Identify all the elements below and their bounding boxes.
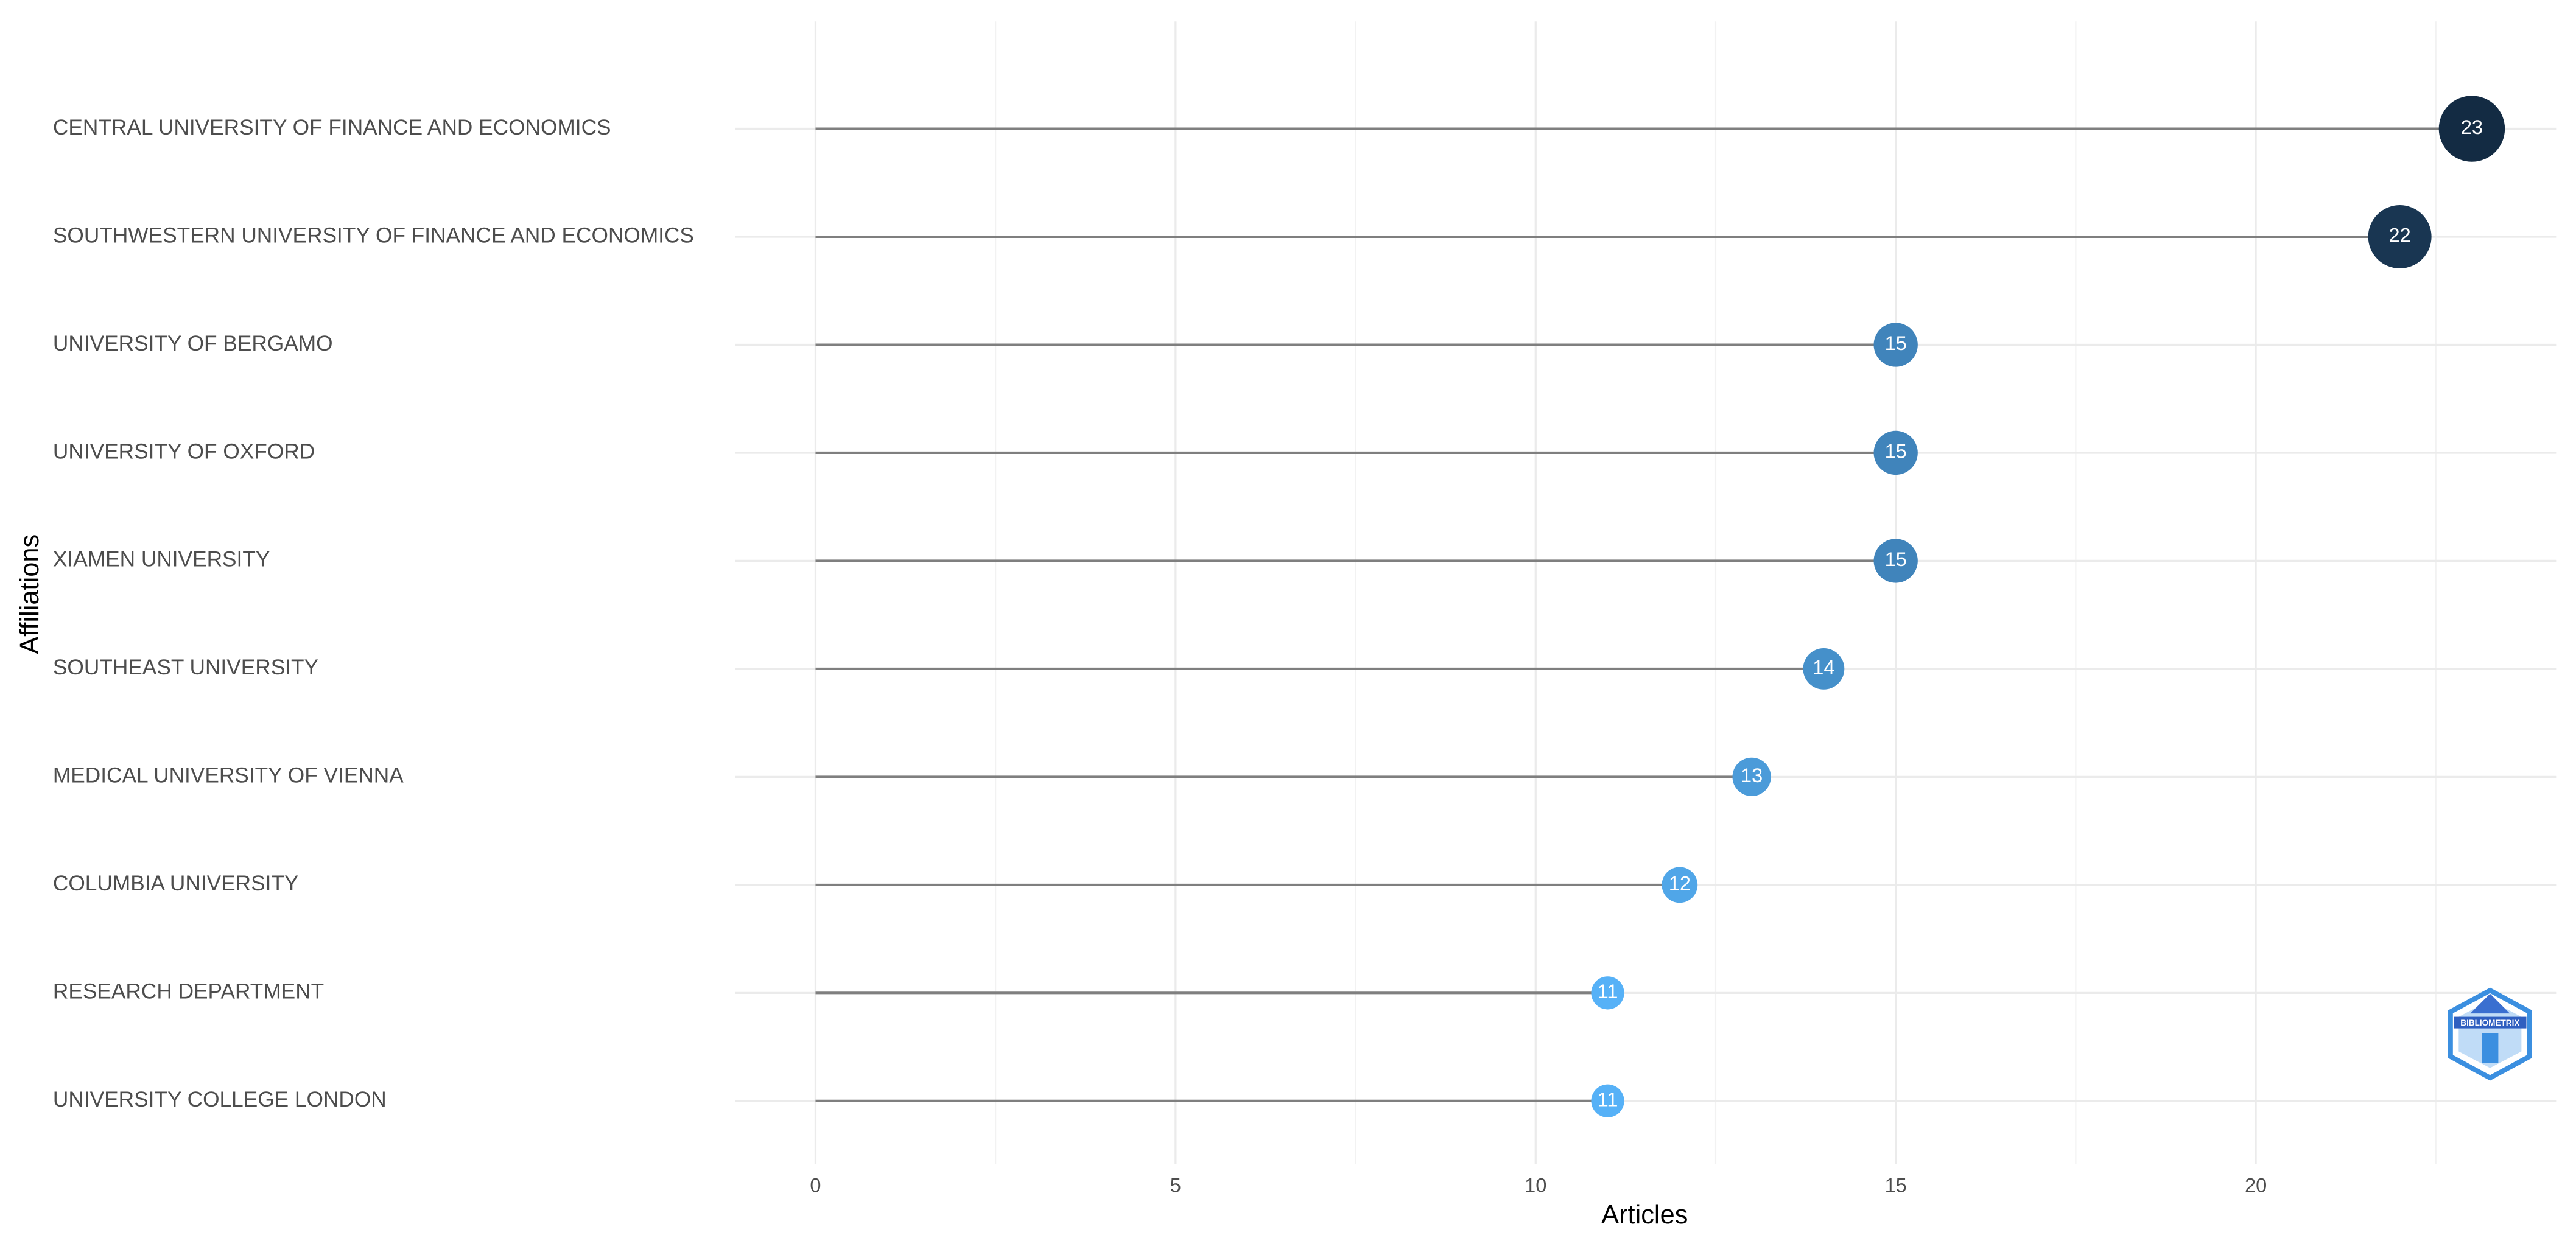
y-tick-label: UNIVERSITY OF OXFORD (53, 439, 315, 463)
dot (1873, 430, 1918, 475)
dot (1662, 867, 1698, 903)
y-axis-title: Affiliations (15, 534, 44, 654)
data-label: 14 (1813, 656, 1834, 678)
y-tick-label: SOUTHWESTERN UNIVERSITY OF FINANCE AND E… (53, 223, 694, 247)
y-tick-label: XIAMEN UNIVERSITY (53, 548, 270, 572)
data-label: 15 (1885, 548, 1907, 570)
data-label: 23 (2461, 116, 2483, 138)
dot (1873, 323, 1918, 367)
dot (1591, 976, 1624, 1010)
logo: BIBLIOMETRIX (2448, 987, 2532, 1081)
y-tick-label: CENTRAL UNIVERSITY OF FINANCE AND ECONOM… (53, 116, 611, 139)
dot (1803, 648, 1845, 690)
y-tick-label: UNIVERSITY OF BERGAMO (53, 332, 333, 355)
x-tick-label: 20 (2245, 1175, 2267, 1197)
y-tick-label: MEDICAL UNIVERSITY OF VIENNA (53, 764, 404, 788)
data-label: 13 (1741, 764, 1763, 786)
dot (1873, 539, 1918, 583)
data-label: 22 (2389, 225, 2411, 247)
x-tick-label: 5 (1170, 1175, 1181, 1197)
y-tick-label: UNIVERSITY COLLEGE LONDON (53, 1088, 387, 1111)
x-axis-title: Articles (1601, 1200, 1688, 1229)
data-label: 12 (1669, 872, 1691, 894)
dot (1732, 757, 1771, 797)
marks: 23 22 15 15 15 14 13 12 11 11 (815, 96, 2505, 1117)
x-tick-label: 0 (810, 1175, 821, 1197)
dot (1591, 1084, 1624, 1117)
dot (2368, 205, 2432, 268)
x-tick-label: 15 (1885, 1175, 1907, 1197)
data-label: 15 (1885, 332, 1907, 354)
y-tick-label: RESEARCH DEPARTMENT (53, 980, 324, 1004)
y-tick-label: SOUTHEAST UNIVERSITY (53, 656, 318, 679)
y-tick-label: COLUMBIA UNIVERSITY (53, 872, 299, 895)
x-tick-label: 10 (1525, 1175, 1546, 1197)
data-label: 15 (1885, 441, 1907, 463)
data-label: 11 (1598, 1088, 1618, 1110)
logo-text: BIBLIOMETRIX (2460, 1018, 2519, 1027)
dot (2438, 96, 2505, 162)
data-label: 11 (1598, 981, 1618, 1002)
